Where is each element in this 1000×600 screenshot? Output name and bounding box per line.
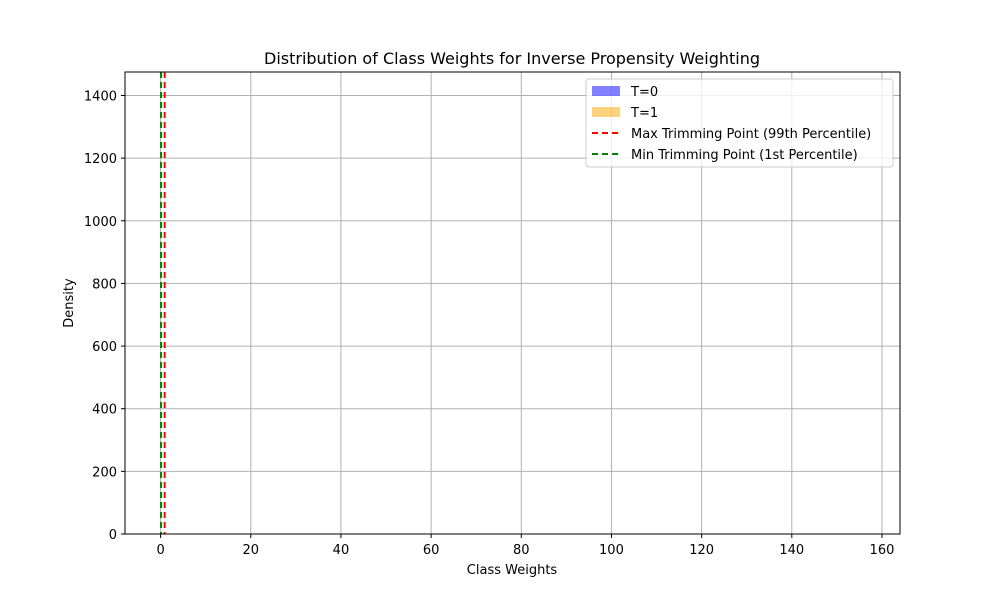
x-axis-title: Class Weights bbox=[467, 563, 558, 578]
x-tick-label: 80 bbox=[513, 543, 530, 558]
legend: T=0 T=1 Max Trimming Point (99th Percentil… bbox=[585, 78, 894, 168]
legend-label: T=1 bbox=[630, 106, 658, 121]
x-tick-label: 140 bbox=[779, 543, 804, 558]
x-tick-label: 20 bbox=[243, 543, 260, 558]
x-tick-label: 0 bbox=[156, 543, 164, 558]
y-tick-label: 200 bbox=[92, 465, 117, 480]
x-tick-label: 60 bbox=[423, 543, 440, 558]
x-tick-label: 160 bbox=[870, 543, 895, 558]
x-axis-ticks: 0 20 40 60 80 100 120 140 160 bbox=[156, 534, 894, 558]
plot-area-frame bbox=[124, 71, 901, 535]
legend-swatch bbox=[592, 86, 620, 96]
y-tick-label: 1200 bbox=[84, 152, 117, 167]
x-tick-label: 120 bbox=[689, 543, 714, 558]
legend-frame bbox=[585, 78, 894, 168]
x-tick-label: 100 bbox=[599, 543, 624, 558]
y-axis-ticks: 0 200 400 600 800 1000 1200 1400 bbox=[84, 89, 125, 543]
y-tick-label: 1000 bbox=[84, 215, 117, 230]
chart-title: Distribution of Class Weights for Invers… bbox=[264, 49, 760, 68]
y-tick-label: 400 bbox=[92, 403, 117, 418]
y-tick-label: 1400 bbox=[84, 89, 117, 104]
legend-swatch bbox=[592, 107, 620, 117]
y-tick-label: 800 bbox=[92, 277, 117, 292]
y-tick-label: 600 bbox=[92, 340, 117, 355]
y-tick-label: 0 bbox=[109, 528, 117, 543]
legend-label: Max Trimming Point (99th Percentile) bbox=[631, 127, 871, 142]
legend-label: T=0 bbox=[630, 85, 658, 100]
trimming-lines bbox=[160, 72, 166, 534]
y-axis-title: Density bbox=[62, 278, 77, 328]
x-tick-label: 40 bbox=[333, 543, 350, 558]
legend-label: Min Trimming Point (1st Percentile) bbox=[631, 148, 858, 163]
